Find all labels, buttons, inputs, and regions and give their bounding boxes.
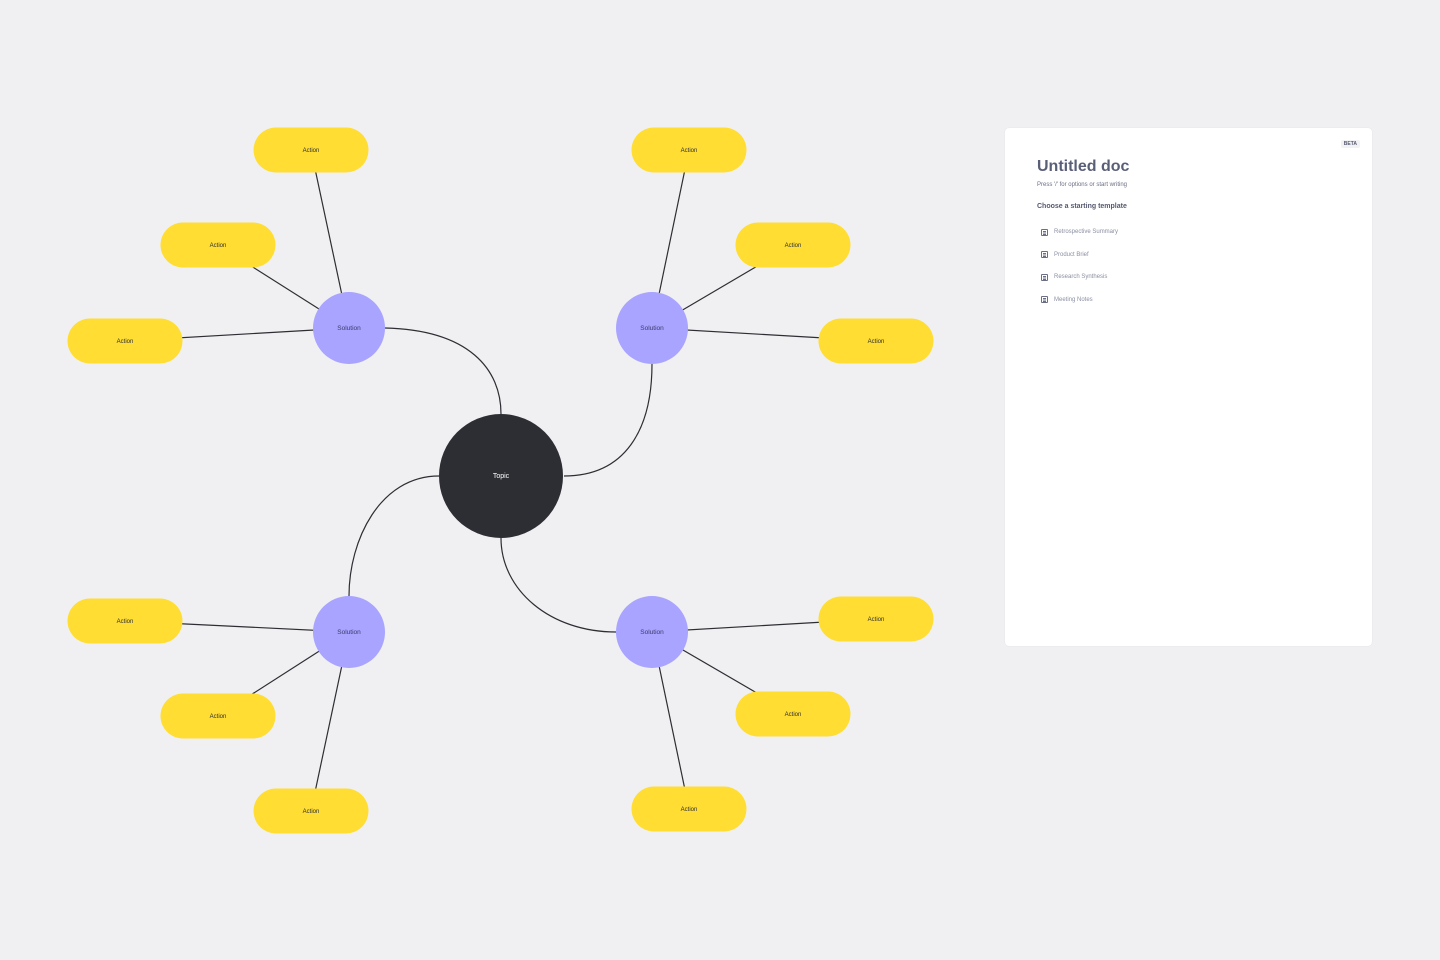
topic-solution-connector: [563, 363, 653, 477]
action-node[interactable]: Action: [160, 693, 276, 739]
template-label: Retrospective Summary: [1054, 229, 1119, 236]
node-label: Action: [868, 339, 885, 345]
node-label: Topic: [493, 473, 510, 480]
action-node[interactable]: Action: [735, 222, 851, 268]
document-icon: [1041, 251, 1048, 259]
topic-solution-connector: [384, 327, 502, 415]
solution-node[interactable]: Solution: [313, 596, 385, 668]
topic-solution-connector: [500, 537, 617, 633]
topic-shape: [439, 414, 563, 538]
node-label: Action: [785, 243, 802, 249]
solution-shape: [616, 596, 688, 668]
solution-shape: [313, 596, 385, 668]
node-label: Action: [303, 809, 320, 815]
action-node[interactable]: Action: [631, 786, 747, 832]
template-label: Meeting Notes: [1054, 296, 1093, 303]
action-shape: [253, 788, 369, 834]
template-label: Product Brief: [1054, 251, 1089, 258]
action-node[interactable]: Action: [67, 318, 183, 364]
action-shape: [160, 222, 276, 268]
templates-heading: Choose a starting template: [1037, 203, 1127, 210]
template-label: Research Synthesis: [1054, 274, 1108, 281]
node-label: Action: [210, 714, 227, 720]
solution-node[interactable]: Solution: [616, 292, 688, 364]
node-label: Action: [868, 617, 885, 623]
action-node[interactable]: Action: [253, 788, 369, 834]
action-shape: [631, 786, 747, 832]
document-icon: [1041, 273, 1048, 281]
action-node[interactable]: Action: [631, 127, 747, 173]
action-shape: [67, 318, 183, 364]
solution-shape: [616, 292, 688, 364]
node-label: Action: [210, 243, 227, 249]
action-node[interactable]: Action: [818, 596, 934, 642]
template-product-brief[interactable]: Product Brief: [1041, 244, 1118, 267]
solution-node[interactable]: Solution: [313, 292, 385, 364]
action-node[interactable]: Action: [735, 691, 851, 737]
node-label: Solution: [337, 325, 361, 332]
topic-solution-connector: [348, 475, 440, 597]
action-node[interactable]: Action: [253, 127, 369, 173]
action-shape: [735, 691, 851, 737]
document-icon: [1041, 296, 1048, 304]
node-label: Action: [117, 619, 134, 625]
node-label: Action: [681, 807, 698, 813]
action-node[interactable]: Action: [818, 318, 934, 364]
node-label: Solution: [640, 325, 664, 332]
doc-panel[interactable]: BETA Untitled doc Press '/' for options …: [1005, 128, 1372, 646]
action-node[interactable]: Action: [67, 598, 183, 644]
action-shape: [631, 127, 747, 173]
action-shape: [253, 127, 369, 173]
template-research-synthesis[interactable]: Research Synthesis: [1041, 266, 1118, 289]
node-label: Solution: [337, 629, 361, 636]
action-shape: [735, 222, 851, 268]
action-node[interactable]: Action: [160, 222, 276, 268]
node-label: Action: [785, 712, 802, 718]
node-label: Action: [117, 339, 134, 345]
action-shape: [67, 598, 183, 644]
action-shape: [818, 318, 934, 364]
template-retrospective-summary[interactable]: Retrospective Summary: [1041, 221, 1118, 244]
beta-badge: BETA: [1340, 140, 1360, 148]
document-icon: [1041, 228, 1048, 236]
solution-shape: [313, 292, 385, 364]
node-label: Action: [681, 148, 698, 154]
solution-node[interactable]: Solution: [616, 596, 688, 668]
doc-hint: Press '/' for options or start writing: [1037, 182, 1127, 188]
template-meeting-notes[interactable]: Meeting Notes: [1041, 289, 1118, 312]
node-label: Action: [303, 148, 320, 154]
nodes: Action Action Action Solution Action Action Ac…: [67, 127, 934, 834]
node-label: Solution: [640, 629, 664, 636]
action-shape: [160, 693, 276, 739]
action-shape: [818, 596, 934, 642]
topic-node[interactable]: Topic: [439, 414, 563, 538]
template-list: Retrospective Summary Product Brief Rese…: [1041, 221, 1118, 311]
doc-title[interactable]: Untitled doc: [1037, 158, 1130, 175]
